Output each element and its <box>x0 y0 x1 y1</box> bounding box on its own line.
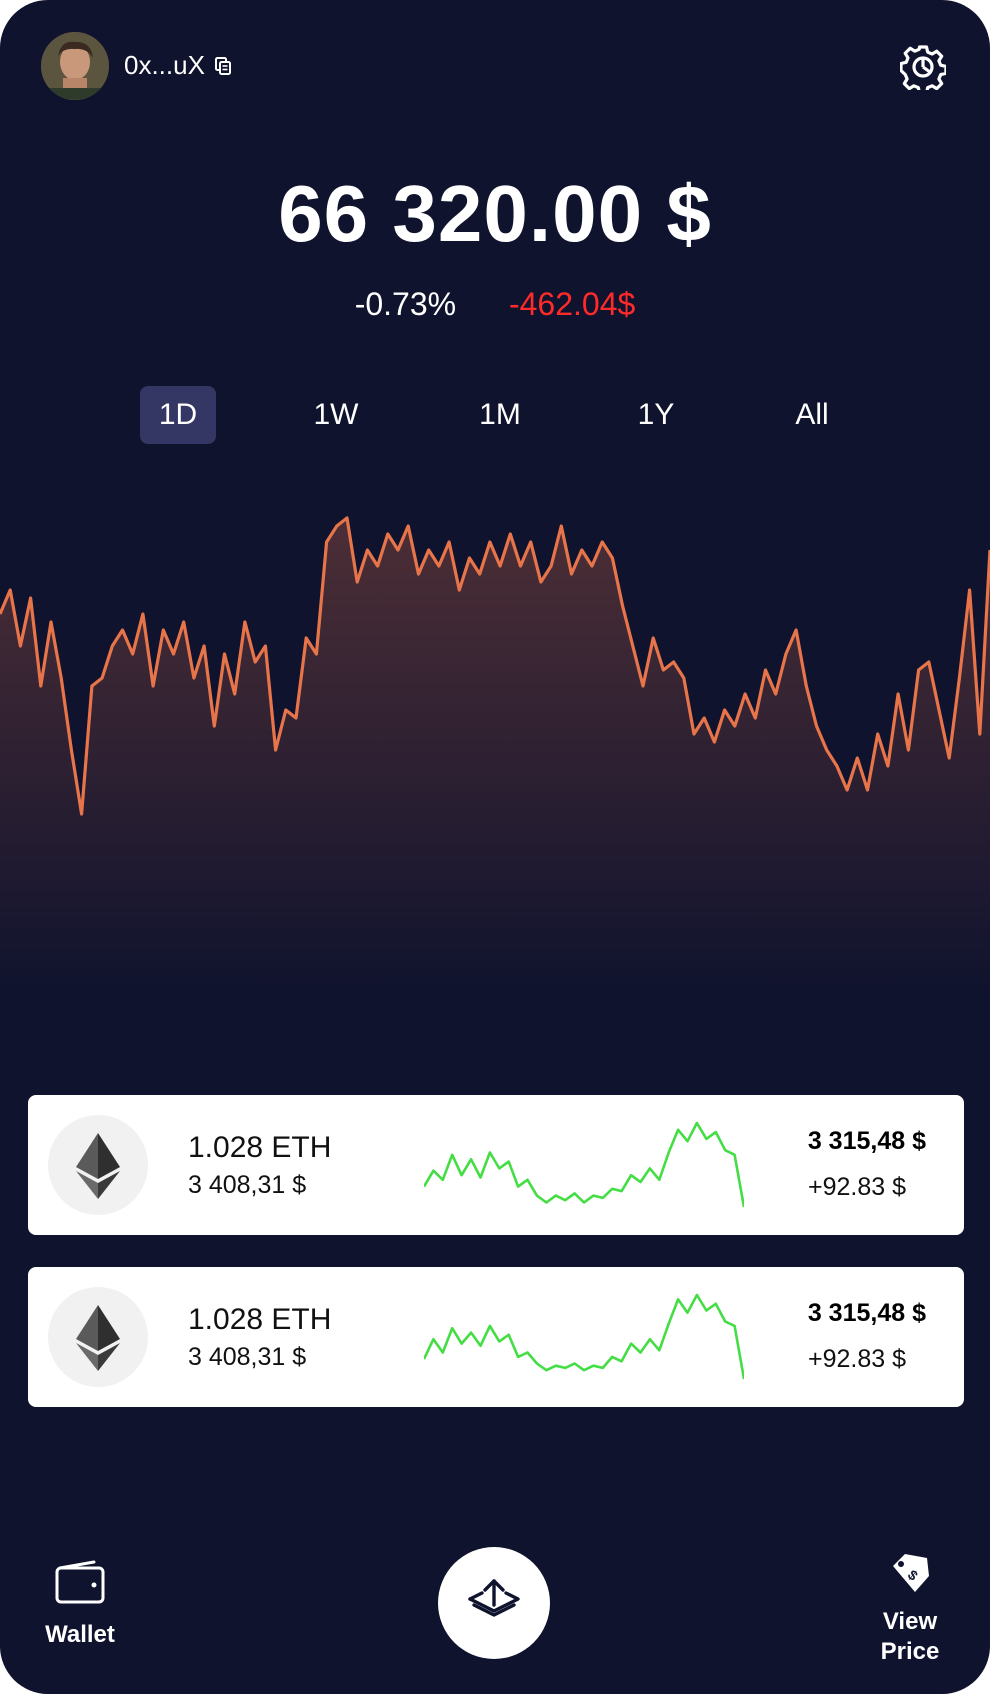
range-tab-1d[interactable]: 1D <box>140 386 216 444</box>
range-tab-1w[interactable]: 1W <box>313 398 359 431</box>
asset-amount: 1.028 ETH <box>188 1303 332 1336</box>
range-tab-1y[interactable]: 1Y <box>637 398 675 431</box>
upload-stack-icon <box>468 1579 520 1617</box>
asset-sparkline-line <box>424 1121 744 1208</box>
nav-wallet-label: Wallet <box>45 1621 115 1648</box>
asset-gain: +92.83 $ <box>807 1345 906 1373</box>
time-range-selector: 1D 1W 1M 1Y All <box>0 386 990 444</box>
change-percent: -0.73% <box>354 286 457 322</box>
nav-view-price-label-line2: Price <box>880 1638 940 1665</box>
ethereum-icon <box>76 1133 120 1199</box>
asset-card[interactable]: 1.028 ETH 3 408,31 $ 3 315,48 $ +92.83 $ <box>28 1267 964 1407</box>
range-tab-all[interactable]: All <box>795 398 829 431</box>
wallet-address-text: 0x...uX <box>124 50 205 80</box>
ethereum-logo-badge <box>48 1115 148 1215</box>
ethereum-logo-badge <box>48 1287 148 1387</box>
asset-amount: 1.028 ETH <box>188 1131 332 1164</box>
price-chart-area <box>0 518 990 990</box>
price-chart-line <box>0 516 990 816</box>
avatar-face-icon <box>41 32 109 100</box>
nav-wallet[interactable]: Wallet <box>40 1560 120 1649</box>
avatar[interactable] <box>41 32 109 100</box>
asset-value: 3 315,48 $ <box>807 1299 926 1327</box>
asset-gain: +92.83 $ <box>807 1173 906 1201</box>
nav-view-price[interactable]: $ View Price <box>860 1550 960 1667</box>
asset-sparkline-line <box>424 1293 744 1380</box>
asset-sparkline <box>424 1293 744 1380</box>
range-tab-1m[interactable]: 1M <box>479 398 521 431</box>
asset-sparkline <box>424 1121 744 1208</box>
portfolio-balance: 66 320.00 $ <box>278 169 712 258</box>
price-tag-icon: $ <box>893 1554 929 1592</box>
asset-fiat-price: 3 408,31 $ <box>188 1171 307 1199</box>
change-amount: -462.04$ <box>508 286 636 322</box>
settings-gear-icon[interactable] <box>900 44 946 90</box>
portfolio-change: -0.73% -462.04$ <box>0 286 990 323</box>
copy-icon[interactable] <box>213 56 233 76</box>
asset-value: 3 315,48 $ <box>807 1127 926 1155</box>
send-receive-button[interactable] <box>438 1547 550 1659</box>
wallet-address[interactable]: 0x...uX <box>124 50 233 81</box>
wallet-icon <box>55 1560 105 1604</box>
asset-card[interactable]: 1.028 ETH 3 408,31 $ 3 315,48 $ +92.83 $ <box>28 1095 964 1235</box>
ethereum-icon <box>76 1305 120 1371</box>
nav-view-price-label-line1: View <box>882 1608 938 1635</box>
asset-fiat-price: 3 408,31 $ <box>188 1343 307 1371</box>
price-chart[interactable] <box>0 470 990 990</box>
